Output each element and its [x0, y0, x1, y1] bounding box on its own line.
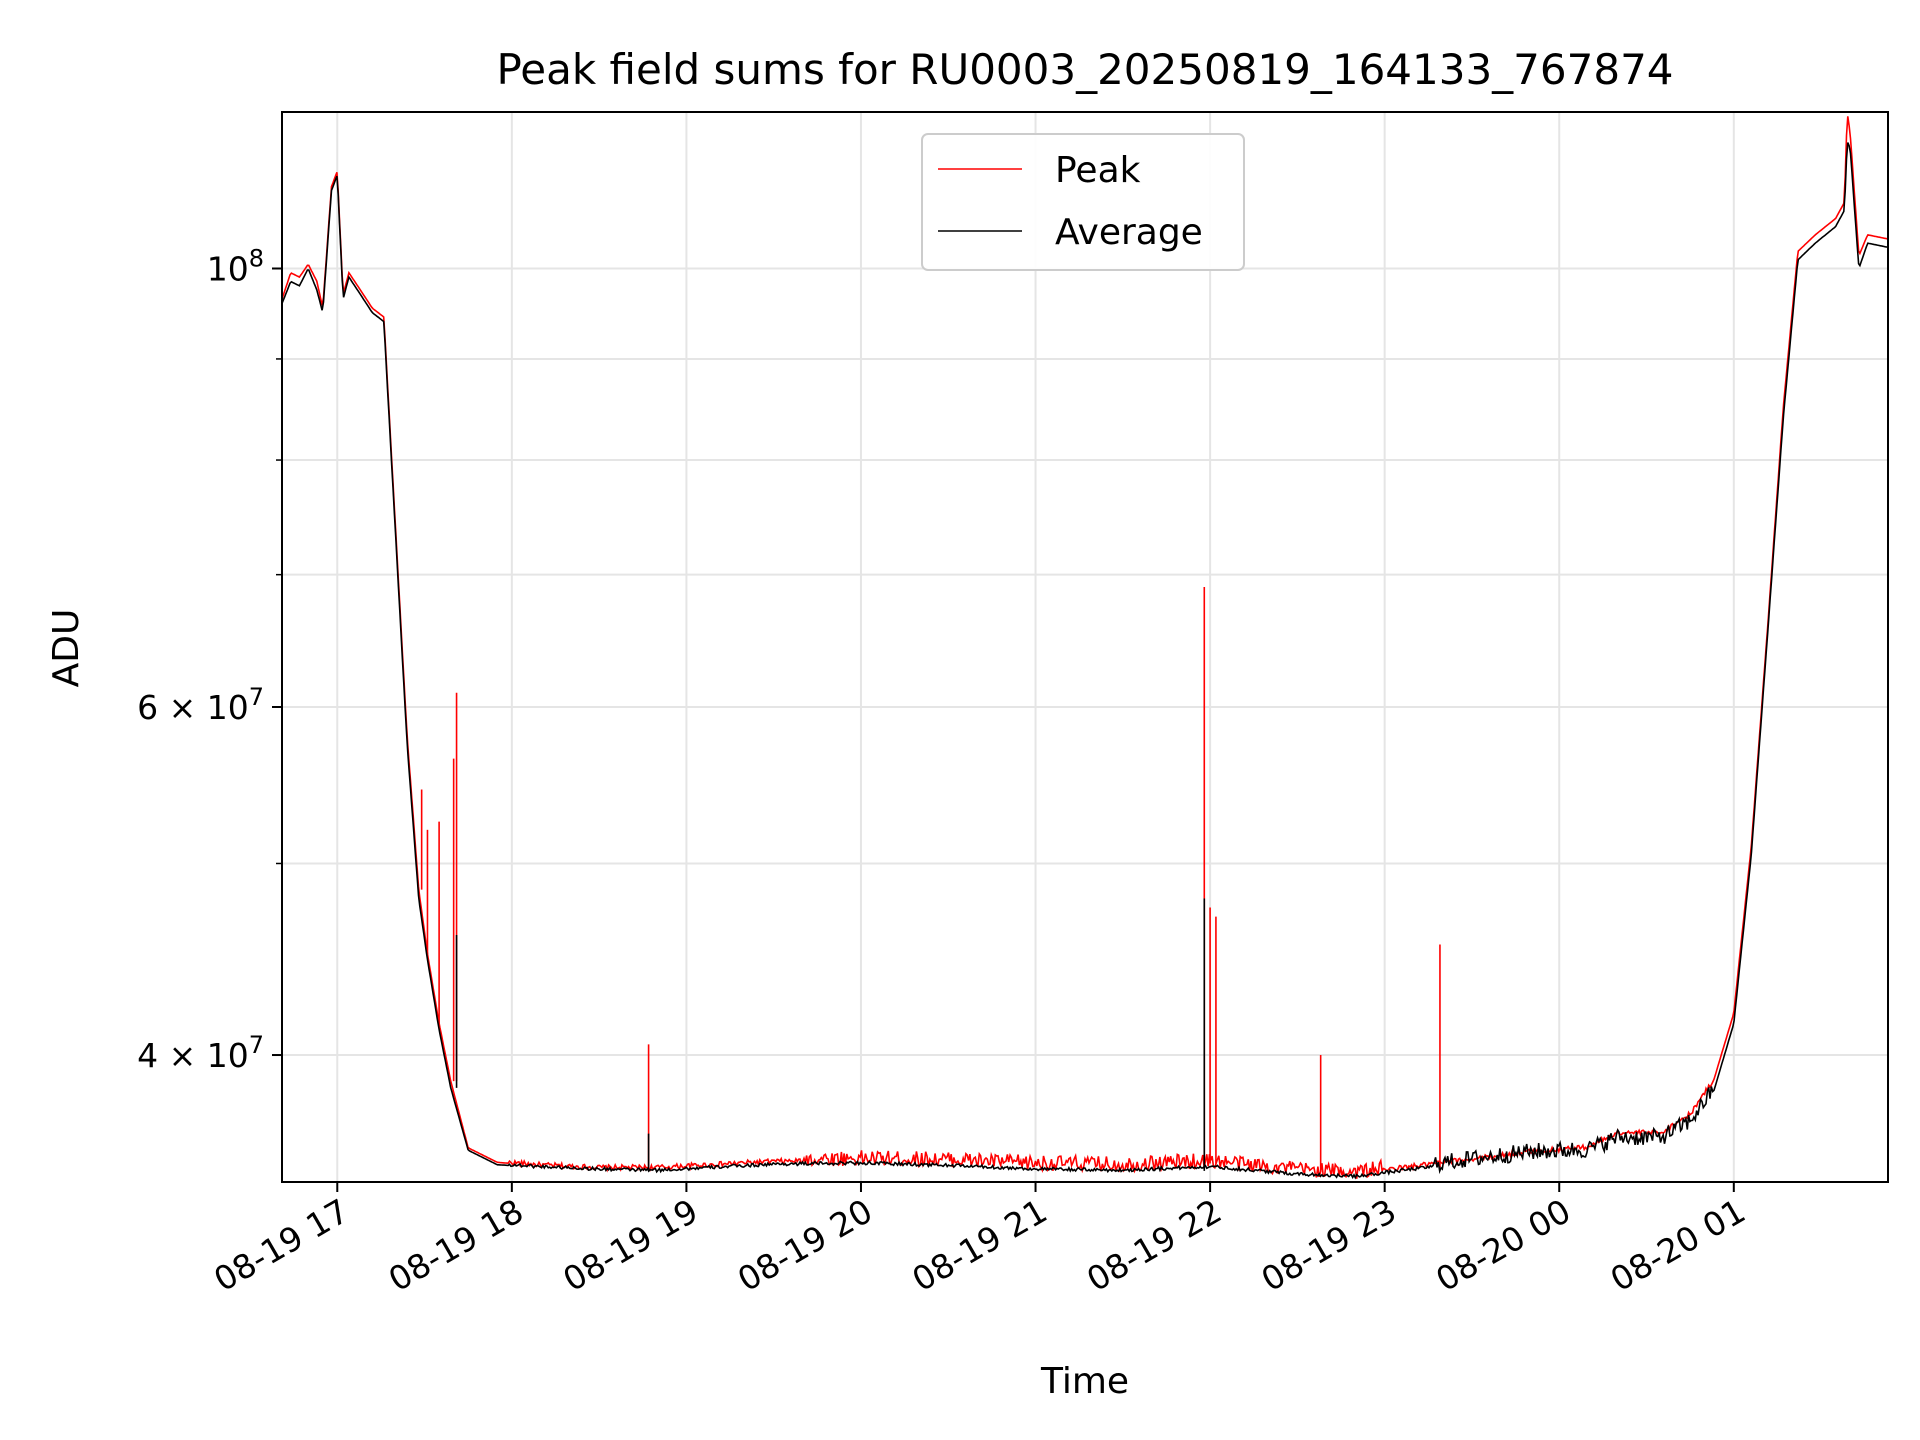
x-axis-label: Time	[1040, 1361, 1129, 1402]
y-tick-label: 108	[207, 245, 264, 289]
legend-label-average: Average	[1055, 212, 1203, 253]
legend: Peak Average	[921, 133, 1245, 271]
y-axis-label: ADU	[46, 609, 87, 688]
y-axis: 4 × 107 6 × 107 108	[137, 245, 282, 1075]
series-line-peak	[282, 116, 1888, 1179]
plot-area	[282, 116, 1888, 1180]
grid-lines	[282, 112, 1888, 1182]
y-tick-label: 6 × 107	[137, 683, 264, 727]
series-line-average	[282, 142, 1888, 1180]
y-tick-label: 4 × 107	[137, 1031, 264, 1075]
chart-title: Peak field sums for RU0003_20250819_1641…	[496, 45, 1673, 94]
plot-frame	[281, 111, 1889, 1183]
legend-label-peak: Peak	[1055, 150, 1141, 191]
legend-frame	[921, 133, 1245, 271]
